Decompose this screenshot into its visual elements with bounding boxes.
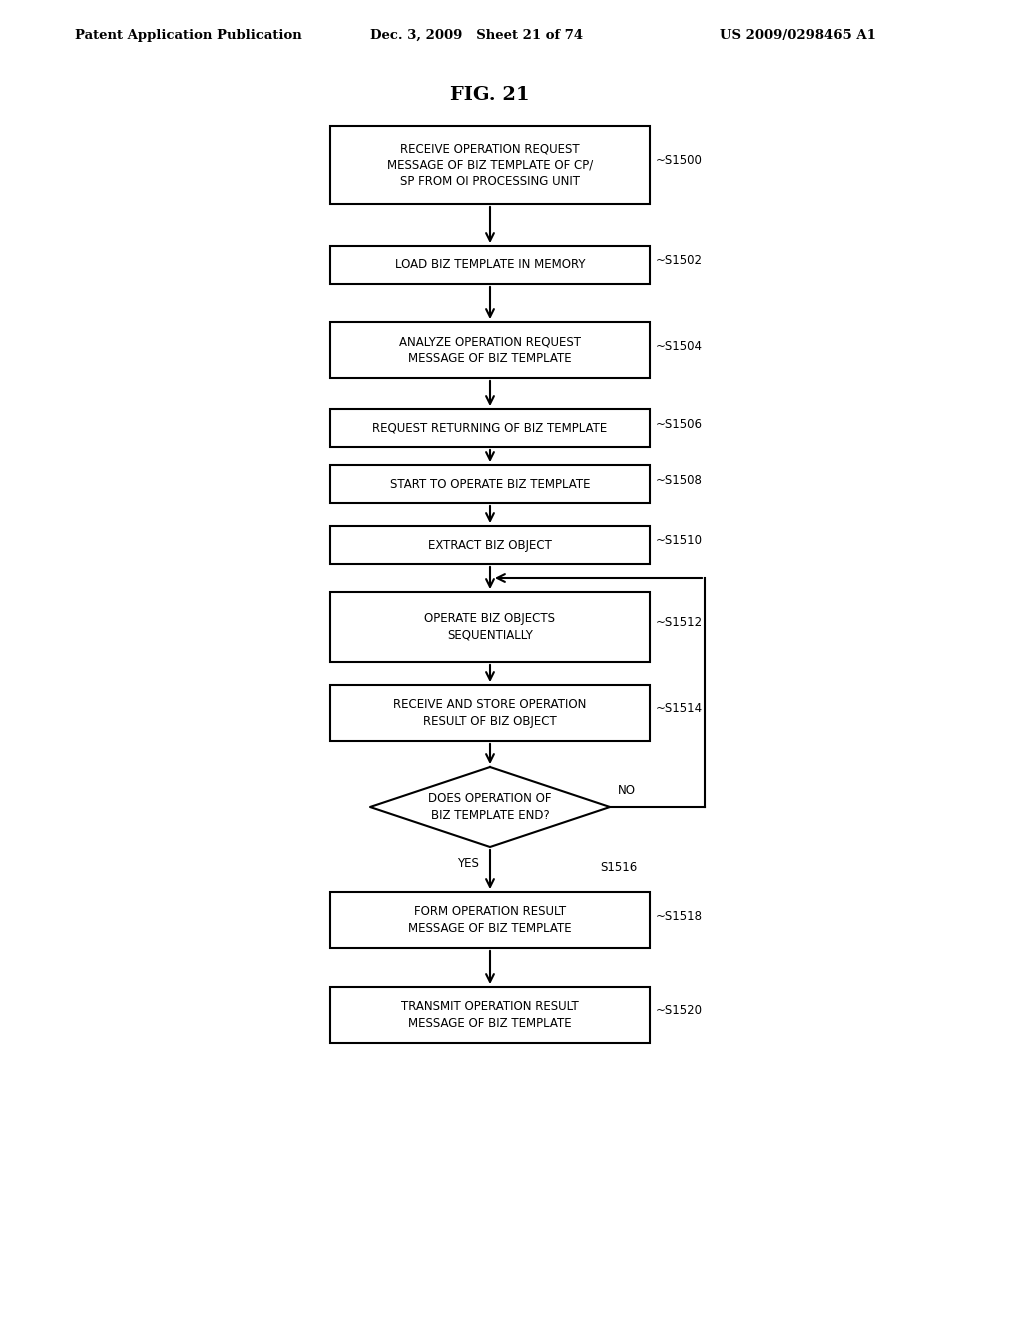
Text: DOES OPERATION OF
BIZ TEMPLATE END?: DOES OPERATION OF BIZ TEMPLATE END? xyxy=(428,792,552,822)
Bar xyxy=(330,892,650,948)
Text: Patent Application Publication: Patent Application Publication xyxy=(75,29,302,41)
Text: ~S1512: ~S1512 xyxy=(656,616,703,630)
Text: RECEIVE OPERATION REQUEST
MESSAGE OF BIZ TEMPLATE OF CP/
SP FROM OI PROCESSING U: RECEIVE OPERATION REQUEST MESSAGE OF BIZ… xyxy=(387,143,593,187)
Text: ~S1520: ~S1520 xyxy=(656,1005,703,1018)
Text: ~S1504: ~S1504 xyxy=(656,339,703,352)
Bar xyxy=(330,409,650,447)
Bar xyxy=(330,591,650,663)
Text: US 2009/0298465 A1: US 2009/0298465 A1 xyxy=(720,29,876,41)
Text: S1516: S1516 xyxy=(600,861,637,874)
Text: ~S1518: ~S1518 xyxy=(656,909,703,923)
Bar xyxy=(330,322,650,378)
Bar xyxy=(330,465,650,503)
Text: RECEIVE AND STORE OPERATION
RESULT OF BIZ OBJECT: RECEIVE AND STORE OPERATION RESULT OF BI… xyxy=(393,698,587,727)
Text: ~S1508: ~S1508 xyxy=(656,474,702,487)
Text: TRANSMIT OPERATION RESULT
MESSAGE OF BIZ TEMPLATE: TRANSMIT OPERATION RESULT MESSAGE OF BIZ… xyxy=(401,1001,579,1030)
Text: Dec. 3, 2009   Sheet 21 of 74: Dec. 3, 2009 Sheet 21 of 74 xyxy=(370,29,583,41)
Text: ANALYZE OPERATION REQUEST
MESSAGE OF BIZ TEMPLATE: ANALYZE OPERATION REQUEST MESSAGE OF BIZ… xyxy=(399,335,581,364)
Text: YES: YES xyxy=(457,857,479,870)
Text: ~S1502: ~S1502 xyxy=(656,255,703,268)
Text: EXTRACT BIZ OBJECT: EXTRACT BIZ OBJECT xyxy=(428,539,552,552)
Text: FORM OPERATION RESULT
MESSAGE OF BIZ TEMPLATE: FORM OPERATION RESULT MESSAGE OF BIZ TEM… xyxy=(409,906,571,935)
Text: OPERATE BIZ OBJECTS
SEQUENTIALLY: OPERATE BIZ OBJECTS SEQUENTIALLY xyxy=(425,612,555,642)
Text: NO: NO xyxy=(618,784,636,797)
Text: ~S1514: ~S1514 xyxy=(656,702,703,715)
Text: ~S1510: ~S1510 xyxy=(656,535,703,548)
Text: ~S1506: ~S1506 xyxy=(656,417,703,430)
Bar xyxy=(330,685,650,741)
Bar xyxy=(330,246,650,284)
Text: LOAD BIZ TEMPLATE IN MEMORY: LOAD BIZ TEMPLATE IN MEMORY xyxy=(394,259,586,272)
Bar xyxy=(330,125,650,205)
Text: REQUEST RETURNING OF BIZ TEMPLATE: REQUEST RETURNING OF BIZ TEMPLATE xyxy=(373,421,607,434)
Bar xyxy=(330,987,650,1043)
Text: FIG. 21: FIG. 21 xyxy=(451,86,529,104)
Bar xyxy=(330,525,650,564)
Text: ~S1500: ~S1500 xyxy=(656,154,702,168)
Text: START TO OPERATE BIZ TEMPLATE: START TO OPERATE BIZ TEMPLATE xyxy=(390,478,590,491)
